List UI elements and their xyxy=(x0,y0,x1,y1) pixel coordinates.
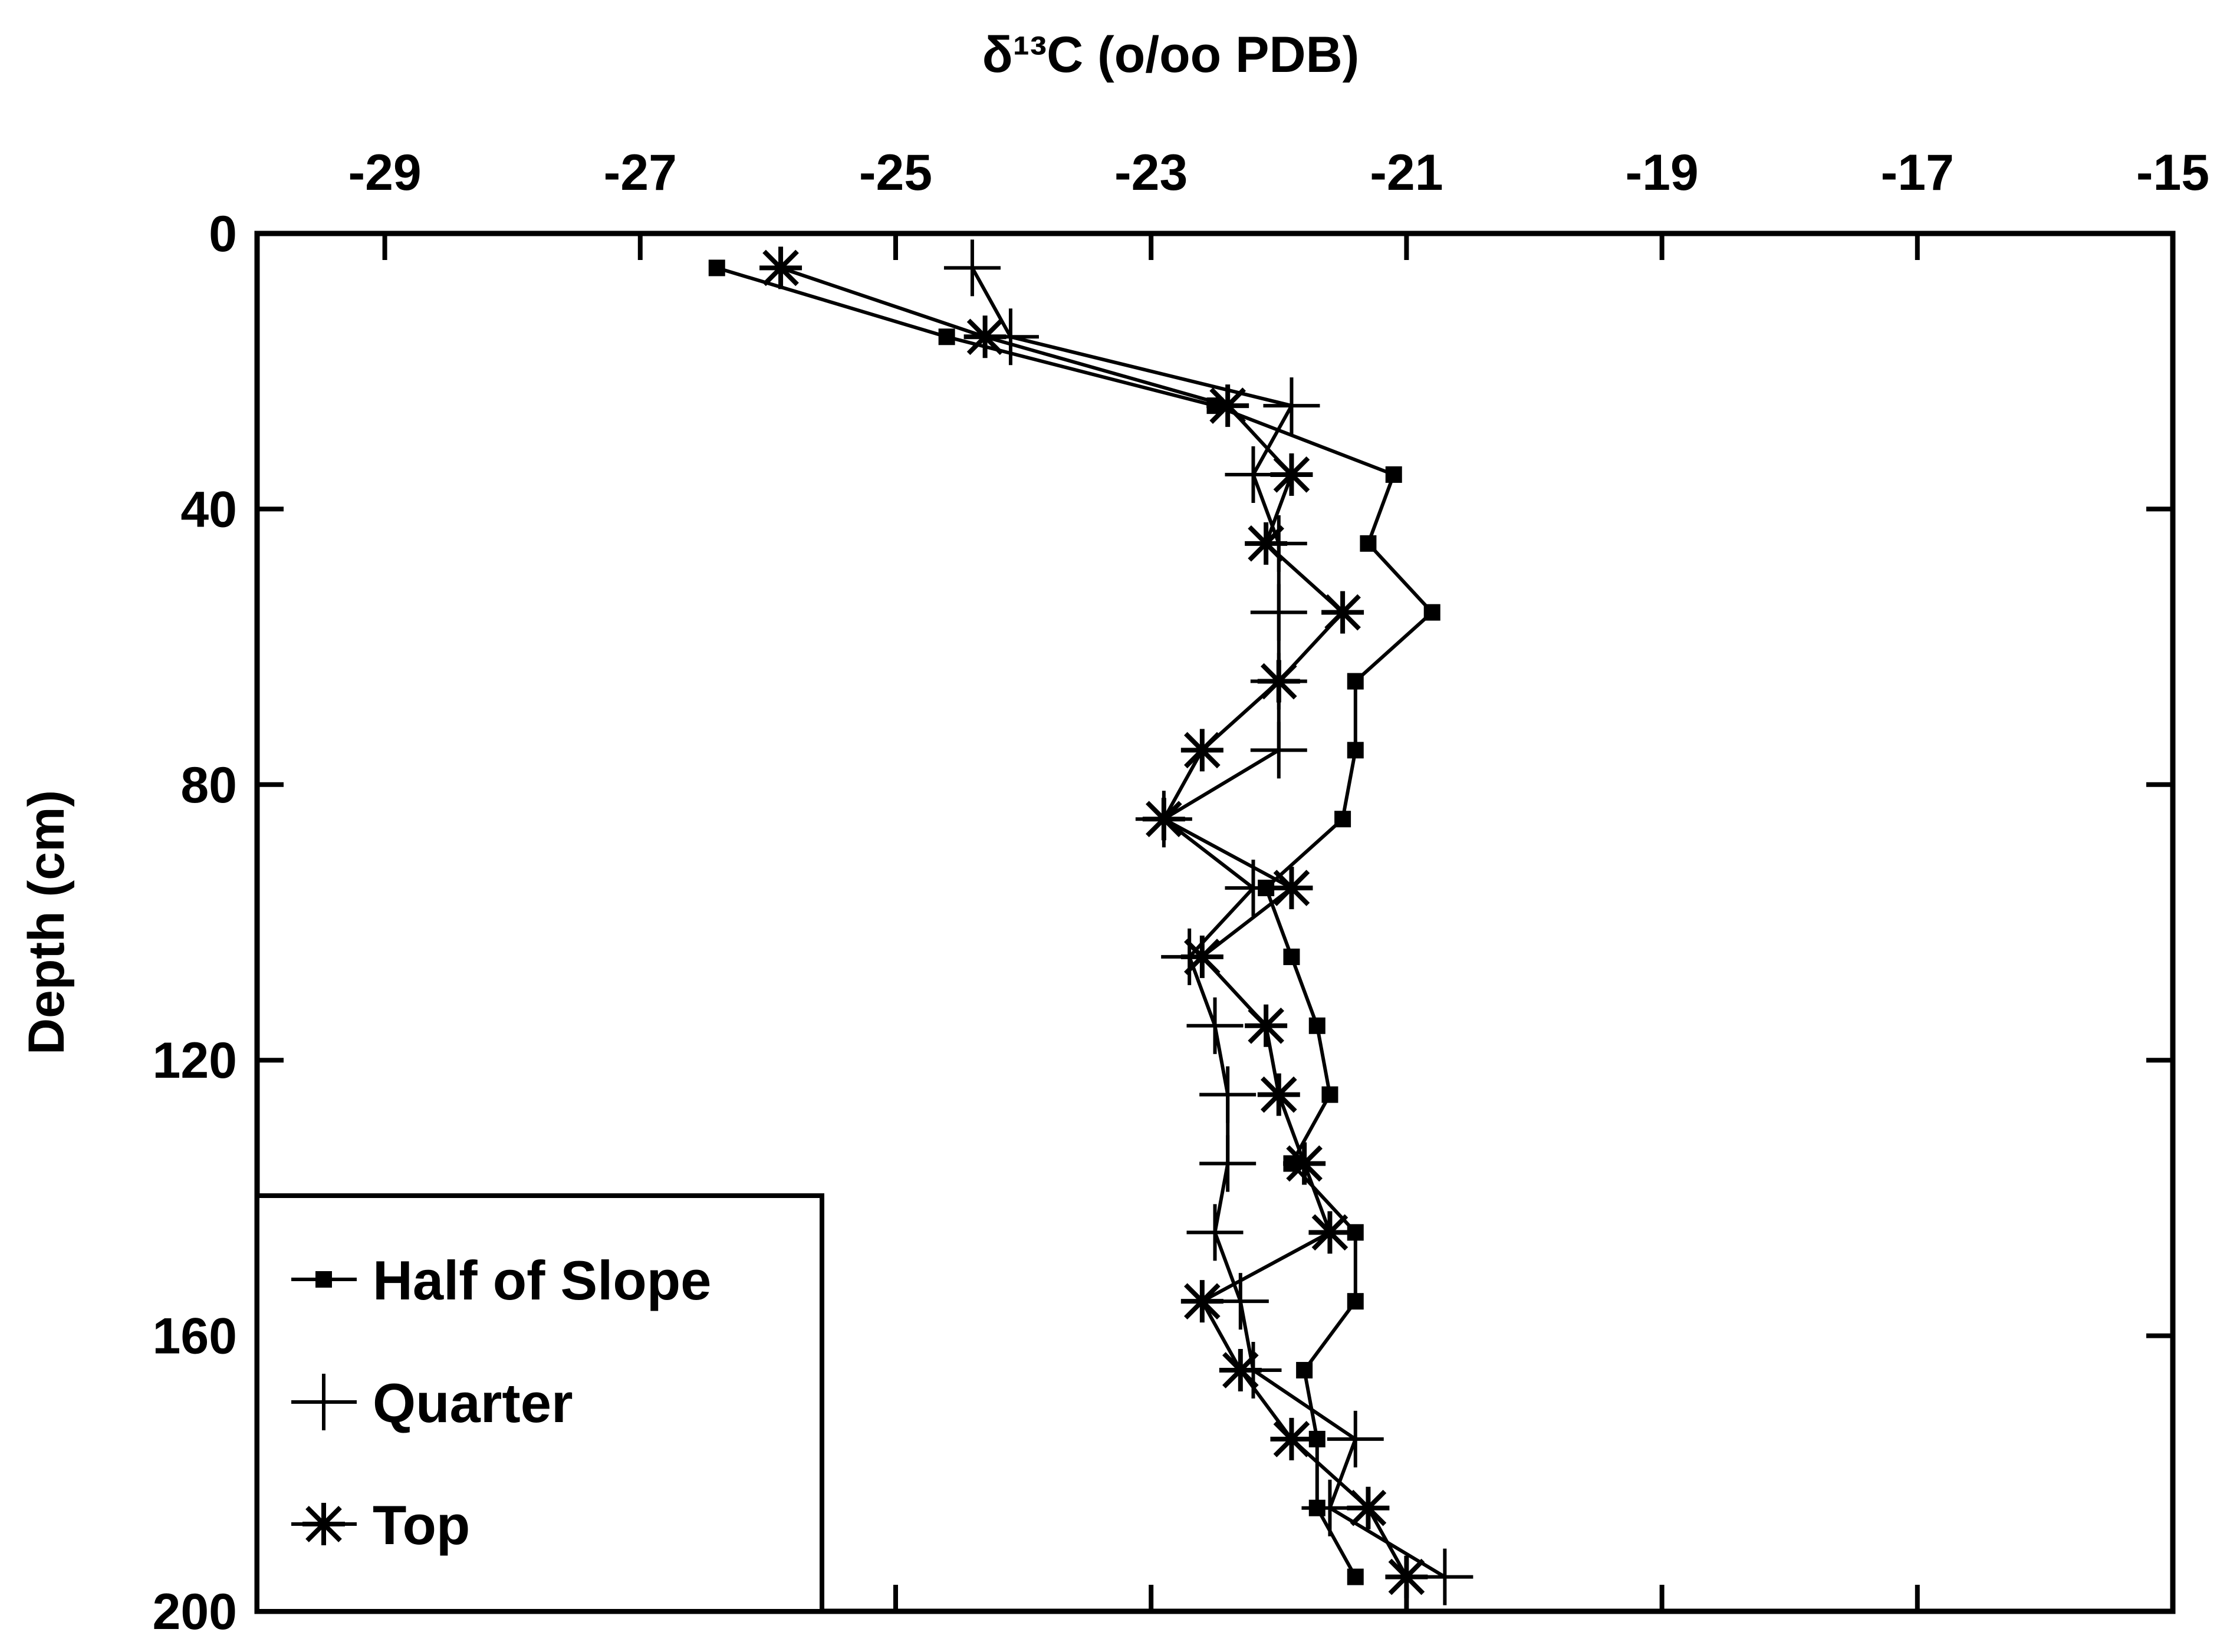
data-point xyxy=(1423,604,1440,621)
data-point xyxy=(1270,453,1313,496)
data-point xyxy=(1199,1135,1257,1192)
data-point xyxy=(1347,1568,1364,1585)
data-point xyxy=(1180,1280,1223,1323)
data-point xyxy=(295,1374,352,1430)
x-tick-label: -15 xyxy=(2136,144,2209,201)
y-axis-title: Depth (cm) xyxy=(18,790,75,1055)
series-quarter xyxy=(943,239,1473,1605)
data-point xyxy=(315,1271,332,1288)
y-tick-label: 80 xyxy=(180,757,237,814)
data-point xyxy=(1347,1293,1364,1310)
x-tick-label: -19 xyxy=(1625,144,1698,201)
data-point xyxy=(1321,591,1364,634)
data-point xyxy=(1347,1486,1390,1529)
data-point xyxy=(1334,811,1351,828)
data-point xyxy=(1270,867,1313,910)
data-point xyxy=(1257,660,1300,703)
y-tick-label: 40 xyxy=(180,481,237,538)
data-point xyxy=(1245,1004,1288,1047)
data-point xyxy=(1270,1417,1313,1460)
data-point xyxy=(1347,742,1364,759)
plot-area-frame xyxy=(254,231,2176,1614)
x-tick-label: -17 xyxy=(1881,144,1954,201)
x-tick-label: -29 xyxy=(348,144,421,201)
data-point xyxy=(1308,1017,1325,1034)
x-tick-label: -25 xyxy=(859,144,932,201)
data-point xyxy=(1257,1073,1300,1116)
series-half-of-slope xyxy=(708,259,1440,1585)
data-point xyxy=(1199,1066,1257,1123)
data-point xyxy=(1283,948,1300,965)
legend-item: Quarter xyxy=(291,1372,573,1434)
data-point xyxy=(1283,1142,1326,1185)
data-point xyxy=(938,328,955,345)
data-point xyxy=(1206,384,1249,427)
x-tick-label: -27 xyxy=(604,144,677,201)
legend-label: Top xyxy=(373,1494,470,1556)
x-tick-label: -23 xyxy=(1114,144,1188,201)
data-point xyxy=(1263,377,1320,435)
y-tick-label: 0 xyxy=(209,206,237,262)
legend-label: Half of Slope xyxy=(373,1249,711,1311)
y-tick-label: 120 xyxy=(153,1032,238,1089)
data-point xyxy=(1327,1410,1384,1467)
series-layer xyxy=(708,239,1473,1605)
data-point xyxy=(1308,1211,1351,1254)
series-line xyxy=(971,266,1446,1579)
series-line xyxy=(716,266,1434,1578)
data-point xyxy=(1385,1555,1428,1598)
y-tick-label: 200 xyxy=(153,1584,238,1640)
data-point xyxy=(1385,466,1402,483)
series-top xyxy=(759,246,1428,1598)
data-point xyxy=(1180,729,1223,772)
data-point xyxy=(302,1503,345,1545)
data-point xyxy=(1186,1204,1244,1261)
axis-ticks: -29 -27 -25 -23 -21 -19 -17 -15 0 40 80 120 160 200 xyxy=(153,144,2210,1640)
data-point xyxy=(1250,722,1307,779)
legend-item: Top xyxy=(291,1494,470,1556)
data-point xyxy=(963,315,1007,358)
data-point xyxy=(1142,798,1185,841)
data-point xyxy=(1250,584,1307,641)
data-point xyxy=(943,239,1001,297)
legend-label: Quarter xyxy=(373,1372,573,1434)
x-axis-title: δ¹³C (o/oo PDB) xyxy=(982,27,1360,83)
x-tick-label: -21 xyxy=(1370,144,1443,201)
data-point xyxy=(1186,997,1244,1054)
data-point xyxy=(759,246,802,289)
data-point xyxy=(708,259,725,277)
data-point xyxy=(1245,522,1288,565)
data-point xyxy=(1219,1349,1262,1392)
data-point xyxy=(1347,673,1364,690)
series-line xyxy=(780,266,1409,1578)
data-point xyxy=(1321,1086,1338,1103)
legend: Half of Slope Quarter Top xyxy=(255,1193,824,1614)
data-point xyxy=(1296,1362,1313,1379)
y-tick-label: 160 xyxy=(153,1308,238,1365)
legend-item: Half of Slope xyxy=(291,1249,711,1311)
data-point xyxy=(1360,535,1377,552)
data-point xyxy=(1180,935,1223,978)
